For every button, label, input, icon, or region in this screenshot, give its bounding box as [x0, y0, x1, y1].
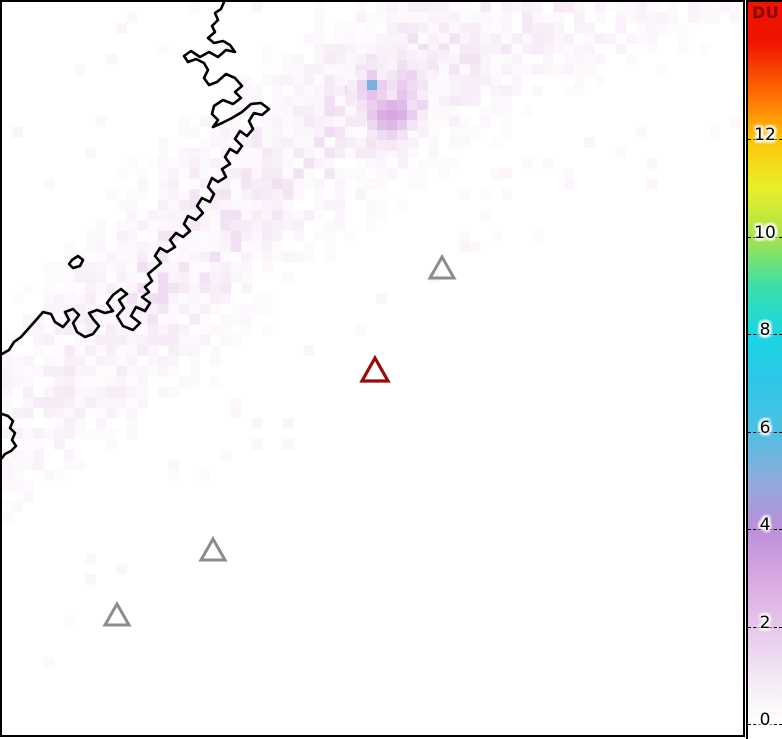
- colorbar-tick-label: 8: [759, 320, 771, 340]
- colorbar-tick-line: [748, 431, 782, 433]
- colorbar-tick-line: [748, 139, 782, 140]
- volcano-marker-active: [359, 354, 391, 383]
- colorbar-tick-line: [748, 724, 782, 725]
- coastline: [2, 2, 271, 460]
- colorbar-tick-line: [748, 236, 782, 238]
- colorbar: DU 0 2 4 6 8 10 12: [746, 0, 782, 739]
- colorbar-tick-label: 4: [759, 515, 771, 535]
- colorbar-tick-label: 12: [754, 125, 776, 145]
- volcano-marker: [102, 600, 132, 627]
- plume-layer: [2, 2, 743, 668]
- colorbar-tick-label: 0: [759, 710, 771, 730]
- colorbar-title: DU: [752, 3, 780, 22]
- colorbar-tick-label: 6: [759, 417, 771, 438]
- volcano-marker: [427, 253, 457, 280]
- colorbar-tick-line: [748, 334, 782, 335]
- colorbar-tick-line: [748, 529, 782, 530]
- colorbar-tick-label: 2: [759, 612, 771, 633]
- volcano-marker: [198, 535, 228, 562]
- colorbar-tick-line: [748, 626, 782, 628]
- colorbar-tick-label: 10: [754, 222, 776, 243]
- map-svg: [2, 2, 743, 668]
- map-canvas: [0, 0, 745, 737]
